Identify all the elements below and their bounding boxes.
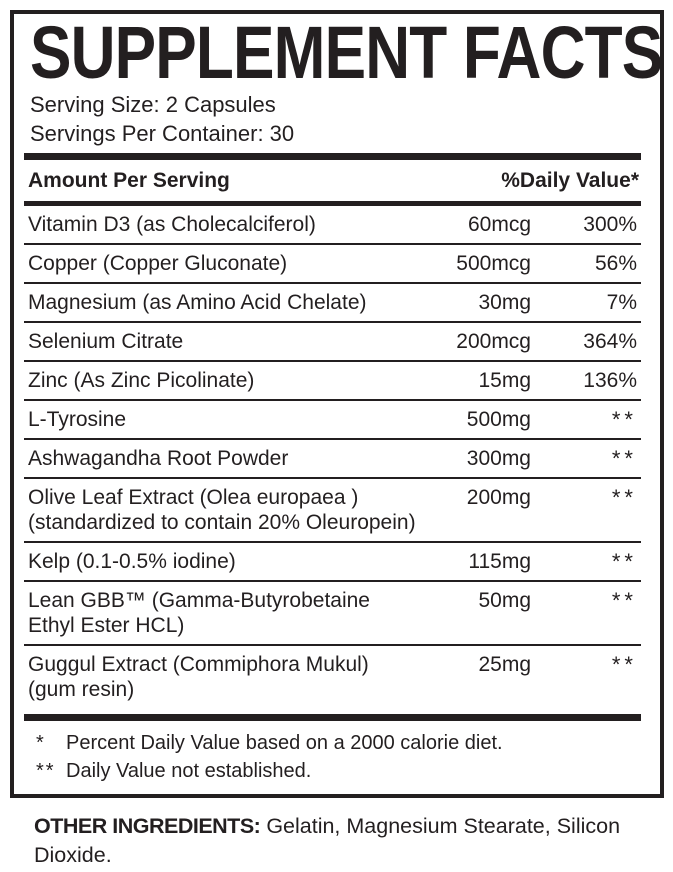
ingredient-name-cell: Selenium Citrate: [28, 329, 431, 354]
ingredient-amount: 25mg: [478, 653, 531, 676]
ingredient-name: Olive Leaf Extract (Olea europaea ): [28, 486, 359, 509]
ingredient-amount: 115mg: [468, 550, 531, 573]
ingredient-amount: 15mg: [478, 369, 531, 392]
ingredient-row: Zinc (As Zinc Picolinate) 15mg 136%: [24, 362, 641, 401]
ingredient-name-cell: Guggul Extract (Commiphora Mukul) (gum r…: [28, 652, 431, 702]
serving-info: Serving Size: 2 Capsules Servings Per Co…: [14, 84, 660, 148]
ingredient-daily-value: 300%: [583, 213, 637, 236]
ingredient-name: L-Tyrosine: [28, 408, 127, 431]
ingredient-name: Magnesium (as Amino Acid Chelate): [28, 291, 367, 314]
ingredient-row: Olive Leaf Extract (Olea europaea ) (sta…: [24, 479, 641, 543]
divider-medium: [24, 201, 641, 206]
footnote-not-established: ** Daily Value not established.: [36, 757, 641, 785]
ingredient-name: Guggul Extract (Commiphora Mukul): [28, 653, 369, 676]
ingredient-amount: 200mg: [466, 486, 531, 509]
ingredient-name: Kelp (0.1-0.5% iodine): [28, 550, 236, 573]
ingredient-row: Guggul Extract (Commiphora Mukul) (gum r…: [24, 646, 641, 708]
footnote-text: Daily Value not established.: [66, 760, 312, 782]
column-header-daily-value: %Daily Value*: [501, 169, 639, 192]
ingredient-row: Copper (Copper Gluconate) 500mcg 56%: [24, 245, 641, 284]
footnote-mark: **: [36, 760, 56, 782]
ingredient-name-cell: Olive Leaf Extract (Olea europaea ) (sta…: [28, 485, 431, 535]
ingredient-row: Selenium Citrate 200mcg 364%: [24, 323, 641, 362]
ingredient-row: Vitamin D3 (as Cholecalciferol) 60mcg 30…: [24, 206, 641, 245]
ingredient-name: Lean GBB™ (Gamma-Butyrobetaine: [28, 589, 370, 612]
ingredient-daily-value: **: [611, 549, 637, 574]
ingredient-daily-value: 7%: [606, 291, 637, 314]
other-ingredients-label: OTHER INGREDIENTS:: [34, 814, 261, 838]
ingredient-daily-value: **: [611, 652, 637, 677]
ingredient-name-cell: L-Tyrosine: [28, 407, 431, 432]
ingredient-name-cell: Kelp (0.1-0.5% iodine): [28, 549, 431, 574]
divider-thick-top: [24, 153, 641, 160]
footnote-daily-value: * Percent Daily Value based on a 2000 ca…: [36, 729, 641, 757]
ingredient-row: Lean GBB™ (Gamma-Butyrobetaine Ethyl Est…: [24, 582, 641, 646]
ingredient-amount: 50mg: [478, 589, 531, 612]
ingredient-name-cell: Magnesium (as Amino Acid Chelate): [28, 290, 431, 315]
ingredient-amount: 60mcg: [467, 213, 531, 236]
ingredient-row: Ashwagandha Root Powder 300mg **: [24, 440, 641, 479]
panel-title: SUPPLEMENT FACTS: [14, 11, 663, 94]
ingredient-name-line2: Ethyl Ester HCL): [28, 614, 185, 637]
ingredient-amount: 500mg: [466, 408, 531, 431]
ingredient-daily-value: 364%: [583, 330, 637, 353]
ingredient-daily-value: **: [611, 407, 637, 432]
ingredient-amount: 300mg: [466, 447, 531, 470]
ingredient-name-cell: Vitamin D3 (as Cholecalciferol): [28, 212, 431, 237]
serving-size: Serving Size: 2 Capsules: [30, 92, 276, 117]
ingredient-name-line2: (gum resin): [28, 678, 135, 701]
facts-table: Amount Per Serving %Daily Value* Vitamin…: [24, 160, 641, 708]
ingredient-daily-value: 136%: [583, 369, 637, 392]
footnote-mark: *: [36, 732, 46, 754]
ingredient-name-cell: Zinc (As Zinc Picolinate): [28, 368, 431, 393]
other-ingredients-text: Gelatin, Magnesium Stearate, Silicon Dio…: [34, 814, 621, 867]
ingredient-name: Ashwagandha Root Powder: [28, 447, 289, 470]
ingredient-daily-value: 56%: [594, 252, 637, 275]
ingredient-name-cell: Lean GBB™ (Gamma-Butyrobetaine Ethyl Est…: [28, 588, 431, 638]
table-header: Amount Per Serving %Daily Value*: [24, 160, 641, 201]
ingredient-daily-value: **: [611, 446, 637, 471]
ingredient-name: Zinc (As Zinc Picolinate): [28, 369, 255, 392]
other-ingredients: OTHER INGREDIENTS: Gelatin, Magnesium St…: [34, 812, 644, 870]
ingredient-name-cell: Copper (Copper Gluconate): [28, 251, 431, 276]
ingredient-daily-value: **: [611, 485, 637, 510]
supplement-facts-panel: SUPPLEMENT FACTS Serving Size: 2 Capsule…: [10, 10, 664, 798]
ingredient-name: Vitamin D3 (as Cholecalciferol): [28, 213, 316, 236]
footnote-text: Percent Daily Value based on a 2000 calo…: [66, 732, 503, 754]
column-header-amount-per-serving: Amount Per Serving: [28, 169, 230, 192]
ingredient-row: Kelp (0.1-0.5% iodine) 115mg **: [24, 543, 641, 582]
servings-per-container: Servings Per Container: 30: [30, 121, 295, 146]
ingredient-row: Magnesium (as Amino Acid Chelate) 30mg 7…: [24, 284, 641, 323]
divider-thick-bottom: [24, 714, 641, 721]
ingredient-name-line2: (standardized to contain 20% Oleuropein): [28, 511, 416, 534]
ingredient-name: Selenium Citrate: [28, 330, 184, 353]
ingredient-amount: 500mcg: [456, 252, 531, 275]
footnotes: * Percent Daily Value based on a 2000 ca…: [14, 721, 660, 785]
ingredient-name-cell: Ashwagandha Root Powder: [28, 446, 431, 471]
ingredient-row: L-Tyrosine 500mg **: [24, 401, 641, 440]
ingredient-rows: Vitamin D3 (as Cholecalciferol) 60mcg 30…: [24, 206, 641, 708]
ingredient-name: Copper (Copper Gluconate): [28, 252, 288, 275]
ingredient-amount: 200mcg: [456, 330, 531, 353]
panel-title-text: SUPPLEMENT FACTS: [30, 11, 663, 94]
ingredient-daily-value: **: [611, 588, 637, 613]
ingredient-amount: 30mg: [478, 291, 531, 314]
